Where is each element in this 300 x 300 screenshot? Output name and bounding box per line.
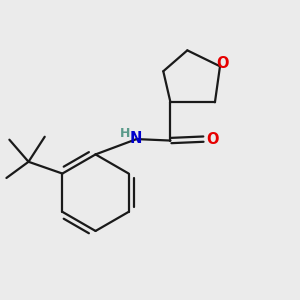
Text: H: H [120,127,130,140]
Text: O: O [206,132,219,147]
Text: O: O [216,56,229,71]
Text: N: N [130,131,142,146]
